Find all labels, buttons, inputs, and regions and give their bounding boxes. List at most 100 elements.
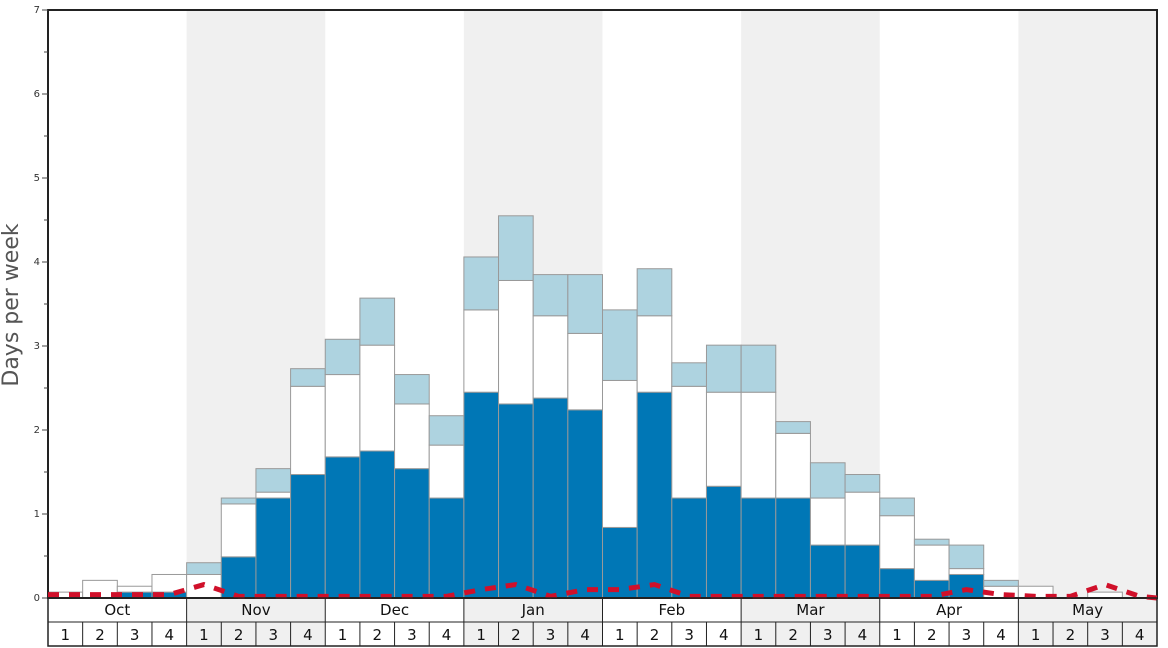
- bar-segment-3: [948, 544, 985, 570]
- week-label: 1: [1031, 626, 1041, 644]
- bar-segment-1: [428, 497, 465, 599]
- week-label: 1: [615, 626, 625, 644]
- week-label: 3: [684, 626, 694, 644]
- week-label: 1: [61, 626, 71, 644]
- week-label: 3: [130, 626, 140, 644]
- bar-segment-2: [636, 315, 673, 393]
- bar-segment-1: [948, 573, 985, 599]
- bar-segment-3: [359, 297, 396, 346]
- bar-segment-1: [602, 526, 638, 599]
- bar-segment-2: [809, 497, 846, 546]
- bar-segment-2: [324, 374, 361, 458]
- week-label: 2: [234, 626, 244, 644]
- bar-segment-3: [532, 274, 569, 317]
- y-tick-label: 0: [34, 593, 40, 604]
- y-tick-label: 4: [34, 257, 40, 268]
- bar-segment-1: [705, 485, 742, 599]
- bar-segment-2: [602, 379, 638, 528]
- bar-segment-3: [705, 344, 742, 393]
- week-label: 3: [407, 626, 417, 644]
- bar-segment-1: [567, 409, 603, 599]
- month-label-may: May: [1072, 601, 1103, 619]
- bar-segment-2: [255, 491, 292, 499]
- week-label: 2: [788, 626, 798, 644]
- month-label-feb: Feb: [659, 601, 686, 619]
- week-label: 4: [303, 626, 313, 644]
- bar-segment-2: [290, 385, 326, 476]
- week-label: 4: [1135, 626, 1145, 644]
- bar-segment-2: [532, 315, 569, 399]
- bar-segment-1: [290, 474, 326, 599]
- week-label: 1: [892, 626, 902, 644]
- bar-segment-3: [602, 309, 638, 381]
- week-label: 2: [95, 626, 105, 644]
- month-label-dec: Dec: [380, 601, 409, 619]
- bar-segment-3: [913, 538, 950, 546]
- bar-segment-3: [428, 415, 465, 446]
- week-label: 3: [823, 626, 833, 644]
- bar-segment-2: [220, 503, 257, 558]
- bar-segment-1: [879, 568, 915, 599]
- bar-segment-2: [844, 491, 881, 546]
- bar-segment-1: [394, 468, 430, 599]
- week-label: 4: [580, 626, 590, 644]
- bar-segment-3: [809, 462, 846, 499]
- month-label-jan: Jan: [521, 601, 545, 619]
- week-label: 4: [858, 626, 868, 644]
- bar-segment-1: [740, 497, 777, 599]
- month-label-apr: Apr: [936, 601, 963, 619]
- week-label: 4: [996, 626, 1006, 644]
- week-label: 3: [268, 626, 278, 644]
- bar-segment-1: [220, 556, 257, 599]
- y-tick-label: 7: [34, 5, 40, 16]
- bar-segment-1: [463, 391, 500, 599]
- week-label: 3: [546, 626, 556, 644]
- week-label: 3: [1100, 626, 1110, 644]
- bar-segment-3: [567, 274, 603, 334]
- bar-segment-3: [844, 474, 881, 493]
- bar-segment-2: [359, 344, 396, 452]
- bar-segment-1: [809, 544, 846, 599]
- bar-segment-3: [671, 362, 707, 387]
- bar-segment-1: [498, 403, 534, 599]
- week-label: 1: [476, 626, 486, 644]
- bar-segment-1: [671, 497, 707, 599]
- bar-segment-2: [116, 585, 153, 593]
- bar-segment-2: [567, 332, 603, 411]
- week-label: 3: [962, 626, 972, 644]
- week-label: 1: [754, 626, 764, 644]
- week-label: 4: [442, 626, 452, 644]
- week-label: 1: [199, 626, 209, 644]
- bar-segment-2: [463, 309, 500, 393]
- bar-segment-3: [394, 374, 430, 405]
- average-line: [48, 582, 1158, 601]
- bar-segment-3: [498, 215, 534, 281]
- y-tick-label: 6: [34, 89, 40, 100]
- bar-segment-1: [844, 544, 881, 599]
- week-label: 2: [927, 626, 937, 644]
- bar-segment-1: [359, 450, 396, 599]
- week-label: 2: [1066, 626, 1076, 644]
- week-label: 4: [165, 626, 175, 644]
- bar-segment-3: [775, 421, 811, 434]
- bar-segment-2: [705, 391, 742, 487]
- bar-segment-1: [255, 497, 292, 599]
- bar-segment-2: [913, 544, 950, 581]
- bar-segment-2: [498, 279, 534, 405]
- y-tick-label: 3: [34, 341, 40, 352]
- week-label: 2: [372, 626, 382, 644]
- y-tick-label: 1: [34, 509, 40, 520]
- bar-segment-2: [740, 391, 777, 499]
- month-label-nov: Nov: [241, 601, 270, 619]
- y-tick-label: 5: [34, 173, 40, 184]
- bar-segment-2: [428, 444, 465, 499]
- bar-segment-3: [220, 497, 257, 505]
- bar-segment-3: [879, 497, 915, 517]
- y-tick-label: 2: [34, 425, 40, 436]
- bar-segment-2: [948, 568, 985, 575]
- bar-segment-3: [186, 562, 222, 575]
- week-label: 2: [650, 626, 660, 644]
- bar-segment-2: [775, 432, 811, 499]
- week-label: 4: [719, 626, 729, 644]
